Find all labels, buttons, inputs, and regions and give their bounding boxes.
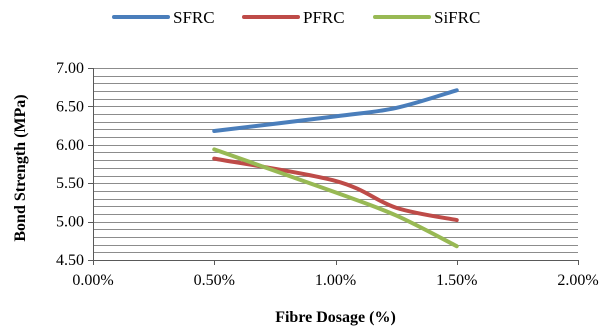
y-tick-label: 6.00 [56,137,84,154]
y-tick-label: 5.50 [56,175,84,192]
legend-label-sifrc: SiFRC [434,8,480,27]
y-tick-label: 6.50 [56,98,84,115]
y-tick-label: 4.50 [56,252,84,269]
y-axis-title: Bond Strength (MPa) [12,94,29,241]
legend-label-pfrc: PFRC [303,8,345,27]
x-tick-label: 1.00% [315,272,356,289]
x-tick-labels: 0.00% 0.50% 1.00% 1.50% 2.00% [72,272,598,289]
series-lines [212,88,459,249]
series-line-sfrc [212,88,459,133]
series-line-sifrc [212,147,459,249]
series-line-pfrc [212,156,459,223]
x-tick-label: 0.50% [194,272,235,289]
x-axis-title: Fibre Dosage (%) [275,309,396,326]
x-tick-label: 1.50% [436,272,477,289]
legend-label-sfrc: SFRC [173,8,215,27]
axes [88,68,579,265]
y-tick-label: 7.00 [56,60,84,77]
y-tick-label: 5.00 [56,214,84,231]
x-tick-label: 2.00% [557,272,598,289]
legend: SFRC PFRC SiFRC [112,8,480,27]
grid [93,68,578,261]
x-tick-label: 0.00% [72,272,113,289]
y-tick-labels: 4.50 5.00 5.50 6.00 6.50 7.00 [56,60,84,269]
